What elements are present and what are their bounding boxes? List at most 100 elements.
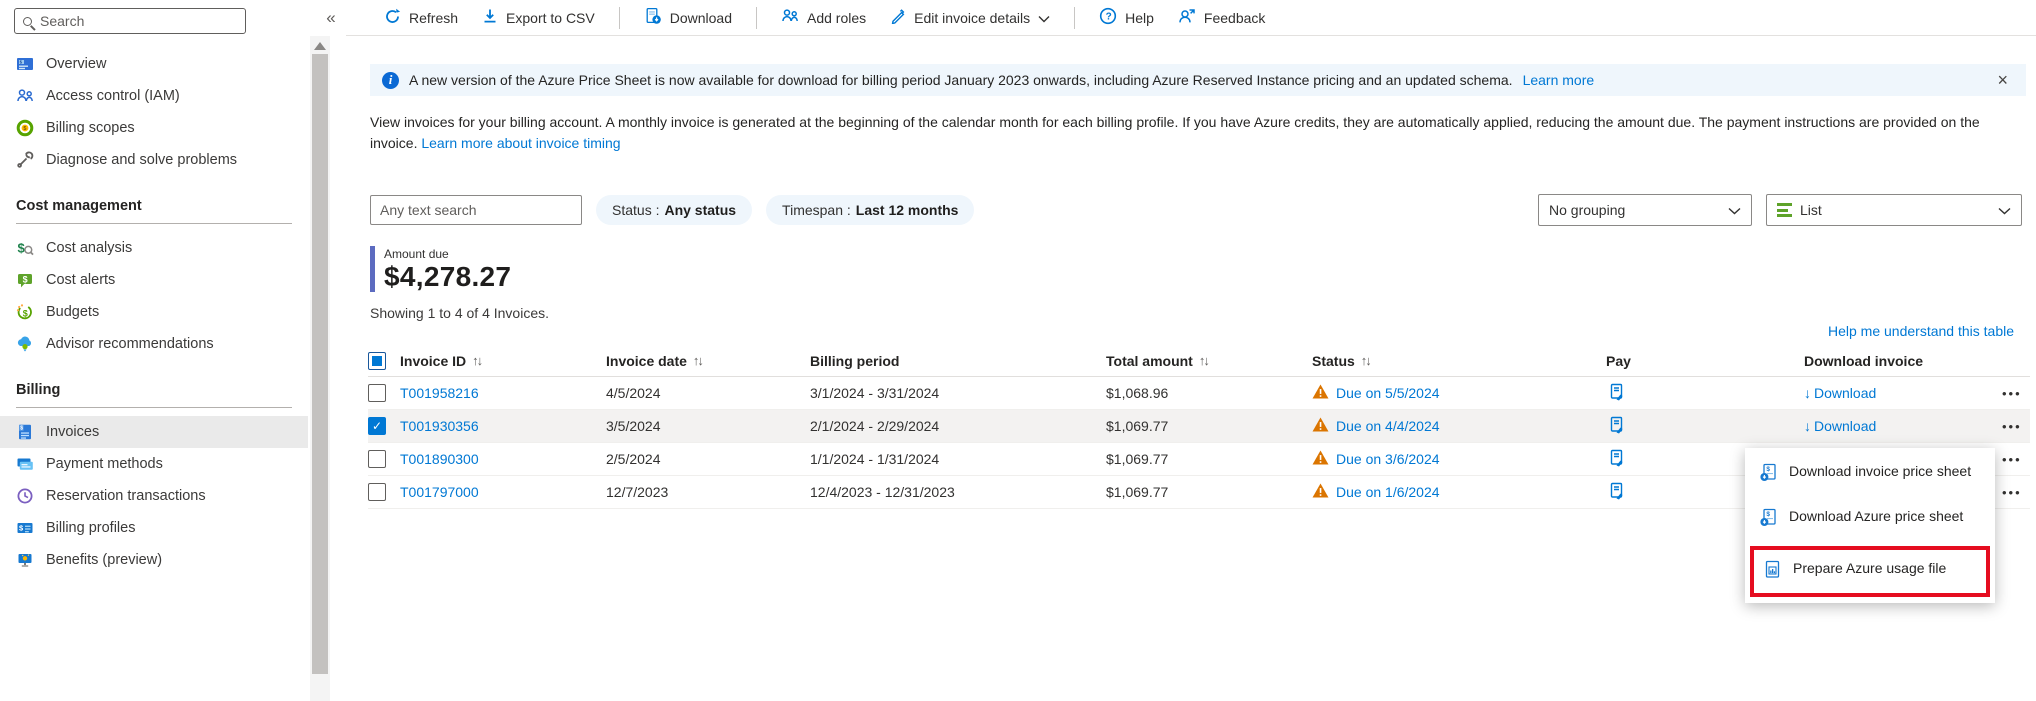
sidebar-scrollbar-thumb[interactable] bbox=[312, 54, 328, 674]
sidebar-section-billing: Billing bbox=[16, 382, 292, 408]
timespan-filter-pill[interactable]: Timespan : Last 12 months bbox=[766, 195, 975, 225]
svg-text:$: $ bbox=[1766, 511, 1770, 518]
help-button[interactable]: ? Help bbox=[1091, 3, 1162, 33]
list-view-icon bbox=[1777, 203, 1792, 217]
feedback-icon bbox=[1178, 7, 1196, 28]
info-banner: i A new version of the Azure Price Sheet… bbox=[370, 64, 2026, 96]
row-checkbox[interactable] bbox=[368, 450, 386, 468]
sidebar-item-budgets[interactable]: $ Budgets bbox=[0, 296, 308, 328]
sidebar-scrollbar[interactable] bbox=[310, 36, 330, 701]
payment-methods-icon bbox=[16, 455, 34, 473]
grouping-dropdown[interactable]: No grouping bbox=[1538, 194, 1752, 226]
search-icon bbox=[23, 16, 32, 26]
banner-close-icon[interactable]: × bbox=[1997, 69, 2008, 90]
status-filter-pill[interactable]: Status : Any status bbox=[596, 195, 753, 225]
sidebar-item-cost-analysis[interactable]: $ Cost analysis bbox=[0, 232, 308, 264]
download-invoice-link[interactable]: ↓Download bbox=[1804, 385, 1877, 401]
invoice-id-link[interactable]: T001958216 bbox=[400, 385, 479, 401]
chevron-down-icon bbox=[1038, 10, 1050, 26]
sidebar-item-diagnose[interactable]: Diagnose and solve problems bbox=[0, 144, 308, 176]
row-more-menu-icon[interactable]: ••• bbox=[2002, 485, 2022, 500]
pay-invoice-icon[interactable] bbox=[1608, 449, 1625, 470]
total-amount-cell: $1,069.77 bbox=[1106, 418, 1169, 434]
row-context-menu: $ Download invoice price sheet $ Downloa… bbox=[1745, 448, 1995, 603]
row-more-menu-icon[interactable]: ••• bbox=[2002, 452, 2022, 467]
svg-text:$: $ bbox=[19, 524, 24, 533]
sidebar-item-advisor[interactable]: Advisor recommendations bbox=[0, 328, 308, 360]
add-roles-button[interactable]: Add roles bbox=[773, 3, 874, 33]
pay-invoice-icon[interactable] bbox=[1608, 416, 1625, 437]
sidebar-search[interactable] bbox=[14, 8, 246, 34]
text-search-input[interactable] bbox=[370, 195, 582, 225]
sidebar-item-reservation-transactions[interactable]: Reservation transactions bbox=[0, 480, 308, 512]
invoice-id-link[interactable]: T001797000 bbox=[400, 484, 479, 500]
status-due-link[interactable]: Due on 1/6/2024 bbox=[1336, 484, 1440, 500]
page-description: View invoices for your billing account. … bbox=[370, 112, 2024, 154]
pay-invoice-icon[interactable] bbox=[1608, 383, 1625, 404]
reservation-transactions-icon bbox=[16, 487, 34, 505]
invoice-timing-link[interactable]: Learn more about invoice timing bbox=[421, 135, 621, 151]
sidebar: $ Overview Access control (IAM) $ Billin… bbox=[0, 0, 308, 701]
column-header-pay: Pay bbox=[1606, 352, 1631, 369]
sidebar-item-payment-methods[interactable]: Payment methods bbox=[0, 448, 308, 480]
download-file-icon bbox=[644, 7, 662, 28]
column-header-status[interactable]: Status ↑↓ bbox=[1312, 352, 1372, 369]
total-amount-cell: $1,069.77 bbox=[1106, 451, 1169, 467]
row-checkbox[interactable] bbox=[368, 483, 386, 501]
column-header-download-invoice: Download invoice bbox=[1804, 352, 1924, 369]
row-checkbox-checked[interactable]: ✓ bbox=[368, 417, 386, 435]
billing-scopes-icon: $ bbox=[16, 119, 34, 137]
sidebar-item-benefits[interactable]: Benefits (preview) bbox=[0, 544, 308, 576]
budgets-icon: $ bbox=[16, 303, 34, 321]
download-arrow-icon: ↓ bbox=[1804, 385, 1811, 401]
svg-text:$: $ bbox=[20, 426, 23, 432]
status-due-link[interactable]: Due on 5/5/2024 bbox=[1336, 385, 1440, 401]
sidebar-item-label: Benefits (preview) bbox=[46, 552, 163, 568]
sidebar-item-label: Diagnose and solve problems bbox=[46, 152, 238, 168]
column-header-invoice-id[interactable]: Invoice ID ↑↓ bbox=[400, 352, 483, 369]
sort-icon: ↑↓ bbox=[1198, 353, 1210, 368]
row-checkbox[interactable] bbox=[368, 384, 386, 402]
column-header-total-amount[interactable]: Total amount ↑↓ bbox=[1106, 352, 1210, 369]
export-to-csv-button[interactable]: Export to CSV bbox=[474, 3, 603, 33]
download-button[interactable]: Download bbox=[636, 3, 740, 33]
row-more-menu-icon[interactable]: ••• bbox=[2002, 419, 2022, 434]
row-more-menu-icon[interactable]: ••• bbox=[2002, 386, 2022, 401]
view-dropdown[interactable]: List bbox=[1766, 194, 2022, 226]
column-header-invoice-date[interactable]: Invoice date ↑↓ bbox=[606, 352, 704, 369]
sidebar-item-access-control[interactable]: Access control (IAM) bbox=[0, 80, 308, 112]
collapse-sidebar-button[interactable]: « bbox=[326, 8, 336, 27]
menu-item-prepare-azure-usage-file[interactable]: Prepare Azure usage file bbox=[1750, 546, 1990, 597]
sidebar-item-invoices[interactable]: $ Invoices bbox=[0, 416, 308, 448]
sidebar-search-input[interactable] bbox=[40, 13, 237, 29]
sidebar-item-billing-scopes[interactable]: $ Billing scopes bbox=[0, 112, 308, 144]
invoice-date-cell: 12/7/2023 bbox=[606, 484, 669, 500]
menu-item-download-invoice-price-sheet[interactable]: $ Download invoice price sheet bbox=[1745, 452, 1995, 497]
status-due-link[interactable]: Due on 3/6/2024 bbox=[1336, 451, 1440, 467]
toolbar-separator bbox=[1074, 6, 1076, 29]
invoice-id-link[interactable]: T001930356 bbox=[400, 418, 479, 434]
status-due-link[interactable]: Due on 4/4/2024 bbox=[1336, 418, 1440, 434]
download-invoice-link[interactable]: ↓Download bbox=[1804, 418, 1877, 434]
invoice-date-cell: 2/5/2024 bbox=[606, 451, 661, 467]
sidebar-item-label: Reservation transactions bbox=[46, 488, 206, 504]
refresh-button[interactable]: Refresh bbox=[376, 3, 466, 33]
export-csv-icon bbox=[482, 8, 498, 27]
sidebar-item-overview[interactable]: $ Overview bbox=[0, 48, 308, 80]
download-arrow-icon: ↓ bbox=[1804, 418, 1811, 434]
banner-learn-more-link[interactable]: Learn more bbox=[1522, 72, 1595, 88]
invoice-id-link[interactable]: T001890300 bbox=[400, 451, 479, 467]
benefits-preview-icon bbox=[16, 551, 34, 569]
help-understand-table-link[interactable]: Help me understand this table bbox=[1828, 323, 2014, 339]
select-all-checkbox[interactable] bbox=[368, 351, 386, 370]
menu-item-download-azure-price-sheet[interactable]: $ Download Azure price sheet bbox=[1745, 497, 1995, 542]
scroll-up-arrow-icon[interactable] bbox=[314, 42, 326, 50]
invoice-date-cell: 4/5/2024 bbox=[606, 385, 661, 401]
sidebar-item-billing-profiles[interactable]: $ Billing profiles bbox=[0, 512, 308, 544]
warning-icon bbox=[1312, 450, 1329, 468]
edit-invoice-details-button[interactable]: Edit invoice details bbox=[882, 3, 1058, 33]
feedback-button[interactable]: Feedback bbox=[1170, 3, 1273, 33]
info-icon: i bbox=[382, 71, 399, 89]
pay-invoice-icon[interactable] bbox=[1608, 482, 1625, 503]
sidebar-item-cost-alerts[interactable]: $ Cost alerts bbox=[0, 264, 308, 296]
